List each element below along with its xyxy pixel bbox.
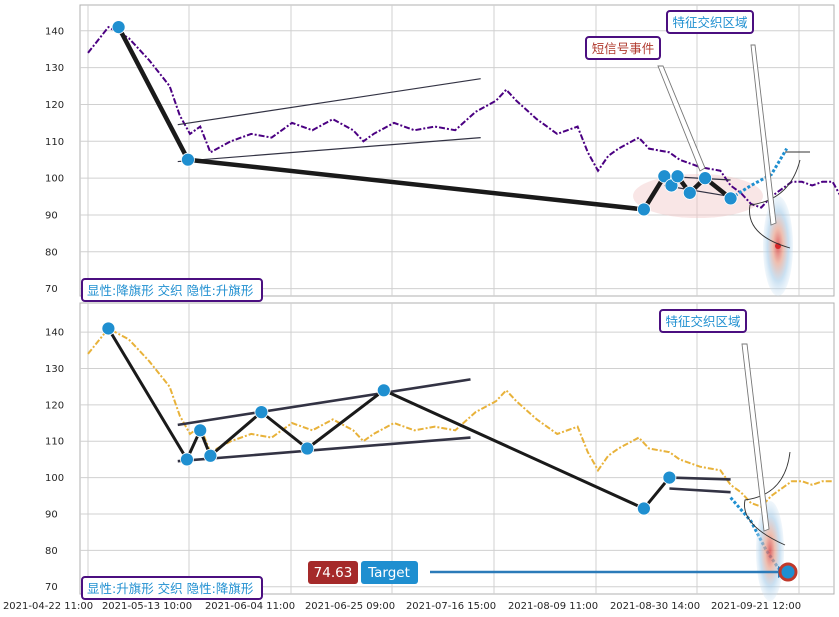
bot-ytick-90: 90 bbox=[45, 509, 58, 520]
top-plot-area bbox=[79, 4, 835, 297]
x-tick-label-1: 2021-05-13 10:00 bbox=[102, 601, 192, 612]
bottom-plot-area bbox=[79, 302, 835, 595]
top-pattern-line-0 bbox=[177, 78, 481, 126]
bottom-target-point bbox=[778, 562, 798, 582]
top-pattern-label: 显性:降旗形 交织 隐性:升旗形 bbox=[87, 283, 254, 298]
bottom-x-ticks: 2021-04-22 11:00 2021-05-13 10:00 2021-06-… bbox=[3, 601, 801, 612]
bot-ytick-80: 80 bbox=[45, 546, 58, 557]
target-label: Target bbox=[367, 565, 410, 581]
bottom-pattern-label-box: 显性:升旗形 交织 隐性:降旗形 bbox=[81, 576, 263, 600]
top-pattern-point-0 bbox=[111, 20, 126, 35]
bot-pattern-point-3 bbox=[203, 448, 218, 463]
bot-pattern-point-2 bbox=[193, 423, 208, 438]
top-pattern-point-5 bbox=[670, 169, 685, 184]
x-tick-label-6: 2021-08-30 14:00 bbox=[610, 601, 700, 612]
top-pattern-point-8 bbox=[723, 191, 738, 206]
top-zone-label: 特征交织区域 bbox=[672, 15, 747, 30]
target-label-tag: Target bbox=[361, 561, 418, 584]
top-pattern-point-7 bbox=[698, 171, 712, 186]
bottom-target-glow bbox=[756, 501, 784, 601]
top-pattern-label-box: 显性:降旗形 交织 隐性:升旗形 bbox=[81, 278, 263, 302]
bot-pattern-point-4 bbox=[254, 405, 269, 420]
x-tick-label-7: 2021-09-21 12:00 bbox=[711, 601, 801, 612]
bot-pattern-point-7 bbox=[637, 501, 651, 516]
bottom-curve-arrow bbox=[744, 451, 791, 546]
bot-pattern-line-2 bbox=[669, 487, 731, 494]
bot-pattern-point-6 bbox=[376, 383, 391, 398]
top-ytick-140: 140 bbox=[45, 26, 64, 37]
target-value-tag: 74.63 bbox=[308, 561, 358, 584]
bot-ytick-100: 100 bbox=[45, 473, 64, 484]
x-tick-label-5: 2021-08-09 11:00 bbox=[508, 601, 598, 612]
bot-pattern-point-1 bbox=[180, 452, 194, 467]
top-forecast-path bbox=[729, 147, 788, 200]
top-zone-label-box: 特征交织区域 bbox=[666, 10, 754, 34]
bot-pattern-point-5 bbox=[300, 441, 315, 456]
x-tick-label-3: 2021-06-25 09:00 bbox=[305, 601, 395, 612]
top-ytick-120: 120 bbox=[45, 100, 64, 111]
top-pattern-points bbox=[111, 20, 738, 217]
bottom-zone-label: 特征交织区域 bbox=[665, 314, 740, 329]
top-pattern-point-2 bbox=[637, 202, 651, 217]
bot-ytick-130: 130 bbox=[45, 364, 64, 375]
top-panel: 70 80 90 100 110 120 130 140 短信号事件 特征交织区域 显性:降旗… bbox=[45, 4, 839, 302]
bot-pattern-line-3 bbox=[669, 476, 731, 481]
bot-pattern-point-0 bbox=[101, 321, 116, 336]
top-pattern-point-6 bbox=[682, 185, 697, 200]
top-ytick-80: 80 bbox=[45, 247, 58, 258]
x-tick-label-2: 2021-06-04 11:00 bbox=[205, 601, 295, 612]
target-value: 74.63 bbox=[314, 565, 353, 581]
top-ytick-130: 130 bbox=[45, 63, 64, 74]
bot-pattern-line-1 bbox=[177, 436, 471, 463]
top-price-series bbox=[87, 25, 839, 209]
top-event-label: 短信号事件 bbox=[592, 41, 655, 56]
bot-ytick-120: 120 bbox=[45, 400, 64, 411]
bottom-pattern-lines bbox=[177, 378, 731, 494]
bottom-pattern-points bbox=[101, 321, 677, 516]
top-grid bbox=[80, 5, 834, 296]
bottom-zone-label-box: 特征交织区域 bbox=[659, 309, 747, 333]
bot-ytick-140: 140 bbox=[45, 328, 64, 339]
top-curve-arrow bbox=[749, 159, 801, 249]
top-ytick-90: 90 bbox=[45, 210, 58, 221]
top-event-arrow bbox=[657, 65, 706, 172]
bottom-pattern-label: 显性:升旗形 交织 隐性:降旗形 bbox=[87, 581, 254, 596]
top-pattern-line-1 bbox=[177, 137, 481, 163]
x-tick-label-4: 2021-07-16 15:00 bbox=[406, 601, 496, 612]
x-tick-label-0: 2021-04-22 11:00 bbox=[3, 601, 93, 612]
bot-pattern-line-0 bbox=[177, 378, 471, 427]
bot-pattern-point-8 bbox=[662, 470, 677, 485]
bottom-y-ticks: 70 80 90 100 110 120 130 140 bbox=[45, 328, 64, 594]
bottom-zone-arrow bbox=[741, 343, 770, 532]
top-ytick-70: 70 bbox=[45, 284, 58, 295]
top-event-label-box: 短信号事件 bbox=[585, 36, 661, 60]
bot-ytick-70: 70 bbox=[45, 582, 58, 593]
bot-ytick-110: 110 bbox=[45, 437, 64, 448]
top-pattern-point-1 bbox=[181, 152, 195, 167]
top-ytick-110: 110 bbox=[45, 137, 64, 148]
top-zone-arrow bbox=[750, 44, 777, 226]
top-y-ticks: 70 80 90 100 110 120 130 140 bbox=[45, 26, 64, 295]
top-ytick-100: 100 bbox=[45, 174, 64, 185]
